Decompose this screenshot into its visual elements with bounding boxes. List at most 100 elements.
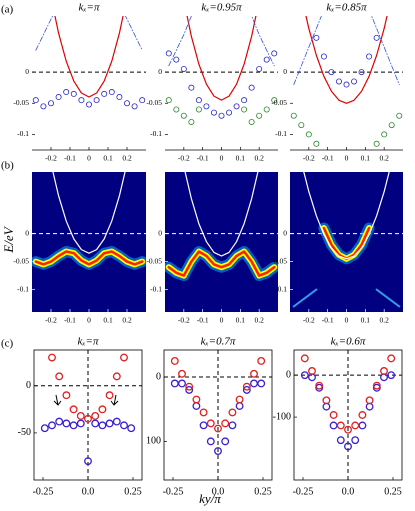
x-tick-label: -0.1 (64, 316, 76, 325)
data-point (185, 382, 194, 391)
data-point (351, 421, 360, 430)
x-tick-label: 0 (87, 316, 91, 325)
x-tick-label: -0.2 (178, 316, 190, 325)
y-tick-label: -0.05 (146, 256, 162, 265)
data-point (271, 50, 278, 57)
data-point (120, 353, 128, 362)
x-tick-label: 0.25 (254, 486, 272, 497)
x-tick-label: 0.2 (254, 154, 264, 163)
arrow (53, 394, 62, 406)
curve (184, 172, 259, 257)
data-point (48, 100, 55, 107)
data-point (218, 112, 225, 119)
data-point (256, 65, 263, 72)
y-tick-label: 100 (146, 436, 161, 447)
data-point (112, 417, 121, 426)
data-point (120, 421, 128, 430)
curve (303, 172, 390, 260)
x-tick-label: -0.25 (33, 486, 54, 497)
data-point (199, 408, 208, 417)
x-tick-label: 0.2 (379, 316, 389, 325)
data-point (76, 411, 85, 420)
data-point (298, 122, 305, 129)
panel-title: kₓ=0.6π (331, 336, 366, 348)
data-point (322, 402, 331, 411)
data-point (233, 103, 240, 110)
data-point (241, 97, 248, 104)
data-point (192, 395, 201, 404)
x-tick-label: 0 (87, 154, 91, 163)
x-tick-label: -0.1 (64, 154, 76, 163)
y-tick-label: -0.1 (17, 284, 29, 293)
faint-band (292, 288, 401, 308)
data-point (373, 140, 380, 147)
data-point (313, 34, 320, 41)
data-point (101, 90, 108, 97)
data-point (139, 97, 146, 104)
data-point (387, 354, 396, 363)
y-tick-label: -0.05 (13, 98, 29, 107)
x-tick-label: 0 (345, 316, 349, 325)
data-point (203, 103, 210, 110)
data-point (78, 97, 85, 104)
data-point (63, 89, 70, 96)
y-tick-label: -0.1 (275, 284, 287, 293)
data-point (91, 419, 100, 428)
curve (305, 16, 388, 104)
x-tick-label: -0.1 (197, 154, 209, 163)
data-point (98, 405, 107, 414)
data-point (365, 396, 374, 405)
plot-area (170, 356, 266, 455)
x-tick-label: 0.1 (361, 154, 371, 163)
plot-background (165, 172, 278, 312)
data-point (206, 419, 215, 428)
band-core (34, 250, 144, 266)
x-tick-label: -0.1 (197, 316, 209, 325)
data-point (98, 421, 107, 430)
plot-area (40, 353, 136, 466)
data-point (55, 372, 64, 381)
data-point (343, 81, 350, 88)
data-point (40, 424, 49, 433)
band-core (167, 250, 276, 277)
data-point (380, 367, 388, 375)
data-point (248, 118, 255, 125)
data-point (40, 103, 47, 110)
data-point (170, 379, 179, 388)
curve (54, 16, 124, 98)
data-point (84, 457, 92, 466)
y-axis-label: E/eV (1, 225, 16, 253)
y-tick-label: 0 (283, 228, 287, 237)
x-tick-label: 0.2 (254, 316, 264, 325)
x-tick-label: 0.0 (82, 486, 95, 497)
data-point (336, 421, 345, 430)
data-point (86, 101, 93, 108)
data-point (48, 353, 56, 362)
dashdot-line (168, 16, 275, 67)
data-point (188, 118, 195, 125)
data-point (206, 437, 215, 446)
data-point (170, 356, 179, 365)
data-point (300, 354, 309, 363)
x-tick-label: 0.1 (361, 316, 371, 325)
data-point (366, 53, 373, 60)
data-point (387, 371, 396, 380)
data-point (372, 381, 381, 390)
data-point (131, 103, 138, 110)
data-point (263, 106, 270, 113)
y-tick-label: -0.1 (17, 129, 29, 138)
data-point (250, 369, 258, 378)
x-tick-label: -0.2 (303, 316, 315, 325)
y-tick-label: -50 (18, 427, 31, 438)
panel-title: kₓ=π (78, 336, 99, 348)
y-tick-label: 0 (158, 67, 162, 76)
data-point (329, 411, 338, 419)
data-point (358, 421, 367, 430)
panel-title: kₓ=0.85π (326, 2, 367, 14)
data-point (271, 97, 278, 104)
data-point (315, 381, 324, 390)
data-point (329, 421, 338, 430)
data-point (84, 414, 92, 423)
y-tick-label: 0 (158, 228, 162, 237)
